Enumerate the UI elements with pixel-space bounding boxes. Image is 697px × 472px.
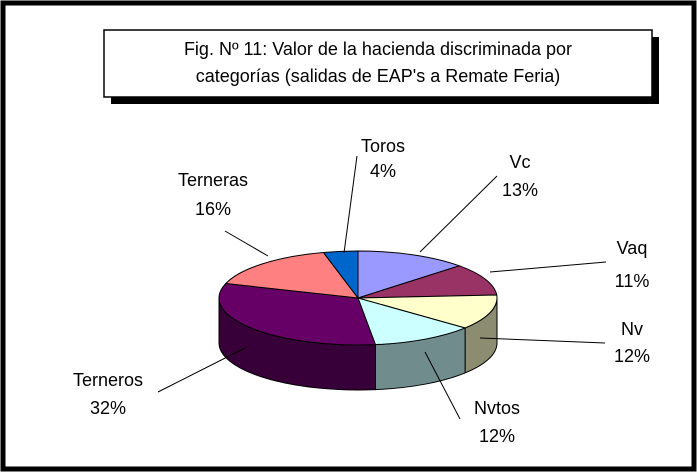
slice-label: Toros [361,136,405,156]
leader-line [224,230,269,257]
leader-line [419,175,498,253]
leader-line [424,351,461,420]
leader-line [479,337,606,344]
leader-line [157,347,246,393]
slice [357,294,498,329]
slice-label: Nv [621,319,643,339]
slice-label: Terneros [73,370,143,390]
value-label: 4% [370,161,396,181]
value-label: 16% [195,199,231,219]
slice [322,250,359,300]
chart-title: categorías (salidas de EAP's a Remate Fe… [196,66,561,86]
leader-line [343,155,358,254]
slice-label: Vc [509,152,530,172]
slice [357,297,467,346]
value-label: 12% [614,346,650,366]
slice-label: Vaq [617,238,648,258]
slice-label: Terneras [178,170,248,190]
value-label: 11% [615,271,650,291]
slice [218,282,377,346]
slice [224,251,360,299]
leader-line [489,261,607,273]
slice-label: Nvtos [474,398,520,418]
slice [357,265,498,299]
chart-title: Fig. Nº 11: Valor de la hacienda discrim… [184,39,572,59]
title-box [103,29,653,98]
slice [357,250,461,299]
value-label: 13% [502,180,538,200]
value-label: 12% [479,426,515,446]
value-label: 32% [90,398,126,418]
